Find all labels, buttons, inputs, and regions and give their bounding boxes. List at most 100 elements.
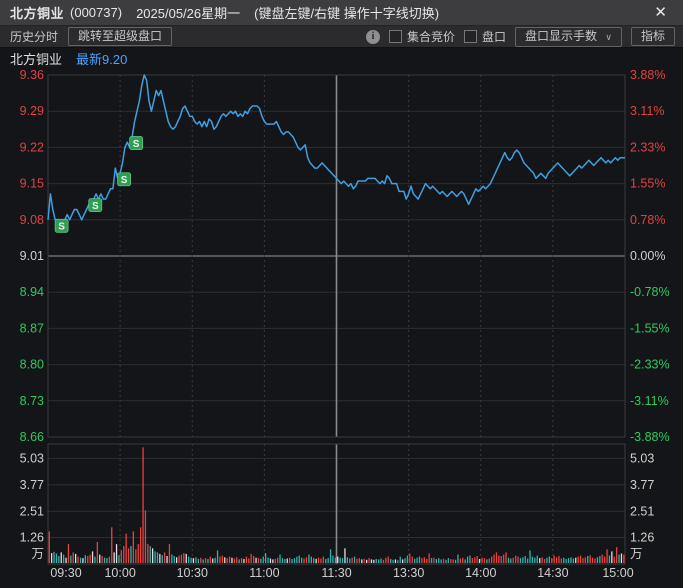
volume-bar xyxy=(166,556,168,563)
volume-bar xyxy=(115,544,118,563)
volume-bar xyxy=(253,556,255,563)
axis-tick-label: 13:30 xyxy=(393,566,424,580)
volume-bar xyxy=(442,558,445,564)
volume-bar xyxy=(522,557,524,563)
stock-name: 北方铜业 xyxy=(10,6,65,21)
orderbook-toggle[interactable]: 盘口 xyxy=(464,28,506,45)
orderbook-checkbox[interactable] xyxy=(464,30,478,43)
volume-bar xyxy=(212,558,214,563)
volume-bar xyxy=(601,554,603,563)
call-auction-toggle[interactable]: 集合竞价 xyxy=(389,28,455,45)
volume-bar xyxy=(382,559,385,563)
info-row: 北方铜业 最新9.20 xyxy=(0,48,683,68)
volume-bar xyxy=(70,555,72,563)
call-auction-checkbox[interactable] xyxy=(389,30,402,43)
volume-bar xyxy=(58,556,60,563)
volume-bar xyxy=(353,556,356,563)
volume-bar xyxy=(96,541,98,563)
sell-marker[interactable]: S xyxy=(54,218,69,233)
volume-bar xyxy=(524,556,526,563)
volume-bar xyxy=(142,447,144,563)
volume-bar xyxy=(433,557,435,563)
axis-tick-label: 14:00 xyxy=(465,566,496,580)
volume-bar xyxy=(51,553,53,563)
volume-bar xyxy=(132,531,134,563)
volume-bar xyxy=(84,555,86,563)
volume-bar xyxy=(183,553,185,563)
volume-bar xyxy=(450,559,452,563)
sell-marker[interactable]: S xyxy=(88,198,103,213)
lots-display-dropdown[interactable]: 盘口显示手数 ∨ xyxy=(515,26,622,47)
volume-bar xyxy=(558,556,560,563)
volume-bar xyxy=(510,558,512,563)
volume-bar xyxy=(255,557,257,563)
volume-bar xyxy=(464,559,466,563)
latest-value: 9.20 xyxy=(102,51,128,67)
volume-bar xyxy=(171,554,173,563)
volume-bar xyxy=(587,556,589,563)
volume-bar xyxy=(164,552,166,563)
axis-tick-label: -1.55% xyxy=(630,321,670,335)
volume-bar xyxy=(349,558,351,563)
volume-bar xyxy=(423,557,425,563)
volume-bar xyxy=(221,555,223,563)
axis-tick-label: 11:00 xyxy=(249,566,279,580)
volume-bar xyxy=(555,557,558,563)
axis-tick-label: S xyxy=(133,139,140,150)
volume-bar xyxy=(539,558,541,563)
sell-marker[interactable]: S xyxy=(117,172,132,187)
volume-bar xyxy=(486,559,488,563)
volume-bar xyxy=(72,552,74,563)
axis-tick-label: -3.88% xyxy=(630,430,670,444)
stock-code: (000737) xyxy=(70,5,123,20)
volume-bar xyxy=(548,556,550,563)
latest-label: 最新 xyxy=(76,51,103,67)
timeshare-chart[interactable]: 9.36 9.29 9.22 9.15 9.08 9.01 8.94 8.87 8.80 8.73… xyxy=(0,68,683,588)
jump-super-orderbook-button[interactable]: 跳转至超级盘口 xyxy=(68,27,173,46)
volume-axis: 5.03 5.03 3.77 3.77 2.51 2.51 1.26 1.26 万 万 xyxy=(20,451,655,561)
sell-marker[interactable]: S xyxy=(129,136,144,150)
volume-bar xyxy=(478,559,481,563)
info-icon[interactable]: i xyxy=(366,29,380,44)
price-axis-left: 9.36 9.29 9.22 9.15 9.08 9.01 8.94 8.87 8.80 8.73… xyxy=(20,68,44,444)
volume-bar xyxy=(228,556,231,563)
volume-bar xyxy=(265,553,267,563)
volume-bar xyxy=(616,547,618,563)
axis-tick-label: S xyxy=(121,175,128,186)
volume-bar xyxy=(245,556,247,563)
volume-bar xyxy=(281,558,284,563)
volume-bar xyxy=(563,557,565,563)
volume-bar xyxy=(79,557,82,563)
volume-bar xyxy=(185,553,187,563)
volume-bar xyxy=(623,554,625,563)
volume-bar xyxy=(503,554,505,563)
volume-bar xyxy=(452,559,454,563)
volume-bar xyxy=(476,556,478,563)
volume-bar xyxy=(125,533,127,563)
volume-bar xyxy=(178,555,180,563)
indicator-button[interactable]: 指标 xyxy=(630,27,675,46)
volume-bar xyxy=(394,559,397,563)
volume-bar xyxy=(111,527,113,564)
volume-bar xyxy=(428,553,430,563)
volume-bar xyxy=(135,549,137,563)
volume-bar xyxy=(327,558,329,563)
axis-tick-label: 3.77 xyxy=(20,478,44,492)
volume-bar xyxy=(140,527,142,564)
percent-axis-right: 3.88% 3.11% 2.33% 1.55% 0.78% 0.00% -0.78% -1.5… xyxy=(630,68,670,444)
volume-bar xyxy=(488,558,490,563)
volume-bar xyxy=(435,559,437,563)
volume-bar xyxy=(584,557,586,563)
orderbook-label: 盘口 xyxy=(482,30,507,44)
axis-tick-label: 8.73 xyxy=(20,394,44,408)
volume-bar xyxy=(224,557,226,563)
close-icon[interactable]: ✕ xyxy=(654,3,667,21)
volume-bar xyxy=(173,556,175,563)
volume-bar xyxy=(108,556,110,563)
volume-bar xyxy=(474,557,476,563)
axis-tick-label: -3.11% xyxy=(630,394,669,408)
sell-markers: S S S S xyxy=(54,136,144,233)
volume-bar xyxy=(77,556,79,563)
axis-tick-label: 3.77 xyxy=(630,478,654,492)
volume-bar xyxy=(67,544,70,563)
